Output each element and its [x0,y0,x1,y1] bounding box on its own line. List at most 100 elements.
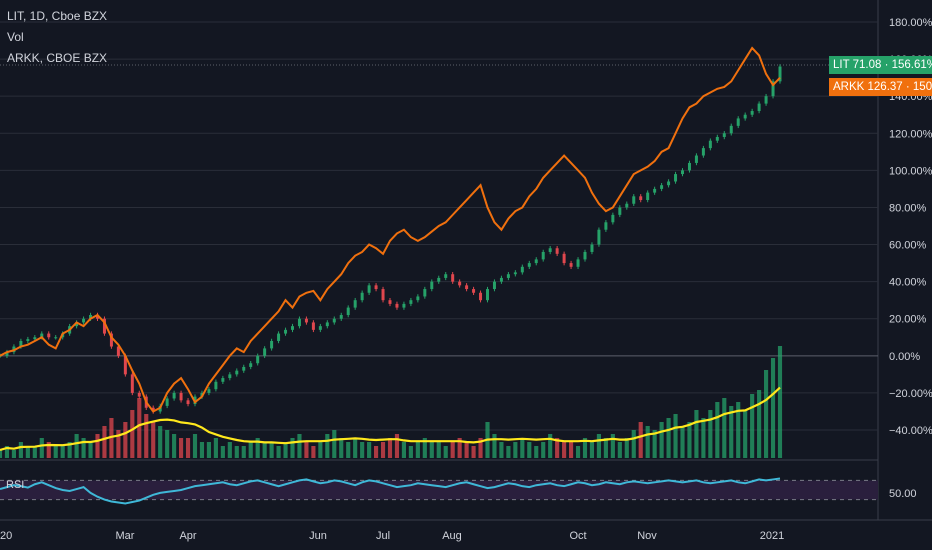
candle-body [625,203,629,208]
candle-body [729,125,733,134]
time-tick-label: 2021 [760,530,784,542]
time-tick-label: Oct [569,530,586,542]
volume-bar [11,450,16,458]
volume-bar [464,442,469,458]
volume-bar [694,410,699,458]
candle-body [506,274,510,278]
volume-bar [0,450,3,458]
candle-body [576,259,580,267]
volume-bar [457,438,462,458]
candle-body [764,96,768,104]
candle-body [339,315,343,319]
volume-bar [722,398,727,458]
volume-bar [422,438,427,458]
candle-body [374,285,378,290]
time-tick-label: Nov [637,530,657,542]
volume-bar [757,390,762,458]
volume-bar [750,394,755,458]
candle-body [569,263,573,267]
candle-body [451,274,455,282]
volume-bar [673,414,678,458]
legend-symbol-arkk[interactable]: ARKK, CBOE BZX [7,51,108,65]
volume-bar [206,442,211,458]
candle-body [653,188,657,193]
legend-symbol-lit[interactable]: LIT, 1D, Cboe BZX [7,9,108,23]
candle-body [332,318,336,323]
candle-body [562,253,566,264]
candle-body [513,272,517,275]
price-axis[interactable]: 180.00%160.00%140.00%120.00%100.00%80.00… [889,17,932,437]
volume-bar [513,442,518,458]
time-axis[interactable]: 20 Mar Apr Jun Jul Aug Oct Nov 2021 [0,530,784,542]
volume-bar [582,438,588,458]
candle-body [263,348,267,356]
candle-body [109,333,113,347]
volume-bar [520,438,525,458]
legend-volume[interactable]: Vol [7,30,24,44]
volume-bar [380,442,386,458]
time-tick-label: Jul [376,530,390,542]
candle-body [297,318,301,327]
volume-bar [102,426,107,458]
volume-bar [192,434,198,458]
rsi-band-fill [0,480,878,500]
candle-body [778,66,782,82]
price-tick-label: −40.00% [889,425,932,437]
price-tick-label: −20.00% [889,388,932,400]
volume-bars [0,346,783,458]
volume-bar [548,434,553,458]
candle-body [639,196,643,201]
rsi-label: RSI [6,479,24,491]
candle-body [235,370,239,375]
candle-body [430,281,434,290]
candle-body [555,248,559,254]
volume-bar [74,434,79,458]
candle-body [444,274,448,278]
volume-bar [701,418,706,458]
candle-body [381,289,385,301]
volume-bar [144,414,149,458]
price-tick-label: 40.00% [889,277,927,289]
volume-bar [116,430,121,458]
candle-body [82,318,86,323]
candle-body [40,333,44,338]
volume-bar [283,442,288,458]
candle-body [130,374,134,393]
candle-body [416,296,420,301]
volume-bar [199,442,205,458]
candle-body [479,292,483,301]
volume-bar [179,438,184,458]
candle-body [632,196,636,204]
volume-bar [297,434,302,458]
volume-bar [562,442,567,458]
volume-bar [777,346,783,458]
rsi-tick-label: 50.00 [889,488,917,500]
volume-bar [638,422,643,458]
volume-bar [353,438,358,458]
volume-bar [715,402,720,458]
arkk-line [0,46,781,413]
candle-body [325,322,329,327]
candle-body [207,389,211,393]
volume-bar [318,442,323,458]
candle-body [172,392,176,399]
candle-body [646,192,650,201]
candle-body [597,229,601,245]
candle-body [19,340,23,347]
volume-bar [172,434,177,458]
candle-body [736,118,740,126]
candle-body [179,392,183,401]
volume-bar [325,434,330,458]
volume-bar [151,422,156,458]
grid-lines [0,0,932,521]
volume-bar [680,426,685,458]
candle-body [89,315,93,319]
volume-bar [687,422,692,458]
candle-body [186,400,190,405]
volume-bar [241,446,246,458]
candle-body [284,329,288,334]
candle-body [618,207,622,215]
time-tick-label: Apr [179,530,196,542]
candle-body [694,155,698,163]
volume-bar [506,446,511,458]
